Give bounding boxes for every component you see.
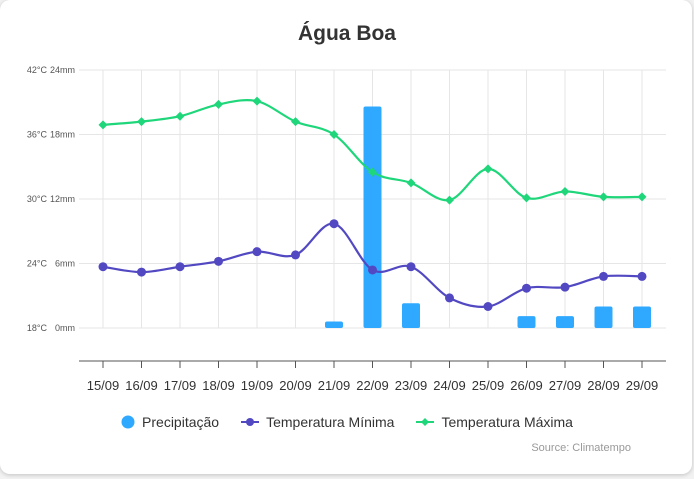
- temp-min-point: [291, 250, 300, 260]
- y-tick-right: 24mm: [50, 65, 75, 75]
- temp-max-point: [445, 195, 454, 205]
- legend-item-precipitation[interactable]: Precipitação: [121, 414, 219, 430]
- x-tick-label: 23/09: [395, 378, 428, 393]
- temp-min-point: [175, 262, 185, 272]
- temp-max-point: [291, 117, 300, 127]
- legend-label: Temperatura Mínima: [266, 414, 395, 430]
- temp-min-point: [599, 271, 608, 281]
- temp-max-point: [252, 96, 262, 106]
- temp-min-point: [329, 219, 339, 229]
- line-circle-icon: [241, 418, 260, 426]
- temp-max-point: [368, 167, 377, 177]
- x-tick-label: 27/09: [549, 378, 582, 393]
- temp-min-point: [368, 265, 377, 275]
- temp-min-point: [483, 302, 493, 311]
- legend-label: Temperatura Máxima: [441, 414, 573, 430]
- temp-max-point: [214, 99, 223, 109]
- temp-max-point: [637, 192, 647, 202]
- precip-bar: [556, 316, 574, 328]
- legend-item-temp-min[interactable]: Temperatura Mínima: [241, 414, 394, 430]
- x-tick-label: 26/09: [510, 378, 543, 393]
- temp-min-point: [137, 267, 146, 277]
- x-tick-label: 18/09: [202, 378, 235, 393]
- chart-title: Água Boa: [297, 22, 396, 45]
- x-tick-label: 19/09: [241, 378, 274, 393]
- temp-min-point: [445, 293, 454, 303]
- temp-max-point: [175, 111, 185, 121]
- precip-bar: [594, 306, 613, 328]
- x-tick-label: 29/09: [626, 378, 659, 393]
- temp-max-point: [560, 186, 570, 196]
- x-tick-label: 22/09: [356, 378, 389, 393]
- y-tick-left: 36°C: [27, 130, 48, 140]
- y-tick-right: 0mm: [55, 323, 75, 333]
- temp-min-point: [522, 283, 531, 293]
- temp-max-point: [522, 193, 531, 203]
- y-tick-left: 18°C: [27, 323, 48, 333]
- x-tick-label: 25/09: [472, 378, 505, 393]
- temp-max-point: [137, 117, 146, 127]
- temp-min-point: [98, 262, 108, 272]
- temp-min-point: [637, 271, 647, 281]
- source-credit: Source: Climatempo: [531, 442, 631, 454]
- precip-bar: [402, 303, 420, 328]
- y-tick-right: 12mm: [50, 194, 75, 204]
- temp-max-point: [98, 120, 108, 130]
- x-tick-label: 21/09: [318, 378, 351, 393]
- y-tick-left: 30°C: [27, 194, 48, 204]
- temp-min-point: [406, 262, 416, 272]
- precip-bar: [633, 306, 651, 328]
- temp-max-point: [406, 178, 416, 188]
- temp-max-point: [599, 192, 608, 202]
- x-tick-label: 24/09: [433, 378, 466, 393]
- precip-bar: [325, 321, 343, 328]
- y-tick-left: 24°C: [27, 259, 48, 269]
- circle-icon: [121, 415, 135, 429]
- x-tick-label: 16/09: [125, 378, 158, 393]
- y-tick-right: 6mm: [55, 259, 75, 269]
- temp-min-point: [560, 282, 570, 292]
- x-tick-label: 20/09: [279, 378, 312, 393]
- line-diamond-icon: [416, 418, 435, 426]
- x-tick-label: 15/09: [87, 378, 120, 393]
- precip-bar: [363, 106, 382, 328]
- y-tick-right: 18mm: [50, 130, 75, 140]
- precip-bar: [517, 316, 536, 328]
- temp-min-point: [252, 247, 262, 257]
- temp-min-point: [214, 256, 223, 266]
- x-tick-label: 17/09: [164, 378, 197, 393]
- temp-max-point: [483, 164, 493, 174]
- y-tick-left: 42°C: [27, 65, 48, 75]
- temp-max-point: [329, 130, 339, 139]
- legend-item-temp-max[interactable]: Temperatura Máxima: [416, 414, 573, 430]
- legend-label: Precipitação: [142, 414, 220, 430]
- legend: Precipitação Temperatura Mínima Temperat…: [0, 414, 694, 430]
- x-tick-label: 28/09: [587, 378, 620, 393]
